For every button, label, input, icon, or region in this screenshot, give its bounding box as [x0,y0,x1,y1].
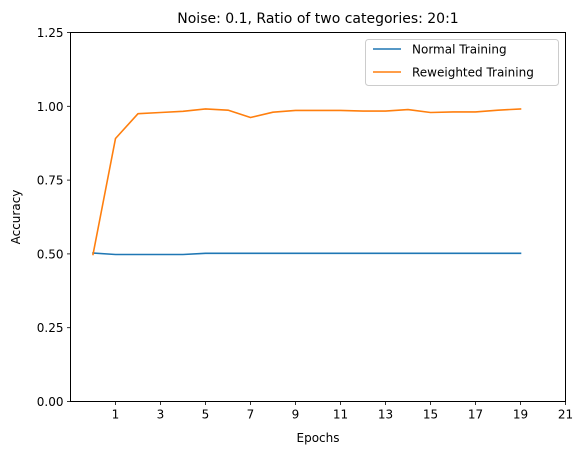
x-tick-label: 5 [202,408,210,422]
x-axis-label: Epochs [297,431,340,445]
x-tick-label: 7 [247,408,255,422]
x-tick-label: 21 [558,408,573,422]
ticks-layer: 1 3 5 7 9 11 13 15 17 19 210.000.250.500.751.001.2… [37,26,573,422]
legend: Normal Training Reweighted Training [365,39,559,86]
y-tick-label: 0.25 [37,321,64,335]
legend-label-reweighted-training: Reweighted Training [412,66,534,80]
x-tick-label: 19 [513,408,528,422]
x-tick-label: 9 [292,408,300,422]
series-layer [92,108,522,256]
series-line-normal-training [92,252,522,256]
x-tick-label: 3 [157,408,165,422]
y-tick-label: 0.75 [37,174,64,188]
y-axis-label: Accuracy [9,190,23,245]
y-tick-label: 1.25 [37,26,64,40]
plot-frame [70,32,566,402]
x-tick-label: 13 [378,408,393,422]
y-tick-label: 0.50 [37,247,64,261]
y-tick-label: 0.00 [37,395,64,409]
x-tick-label: 15 [423,408,438,422]
x-tick-label: 11 [333,408,348,422]
x-tick-label: 1 [112,408,120,422]
series-line-reweighted-training [92,108,522,256]
legend-label-normal-training: Normal Training [412,43,507,57]
x-tick-label: 17 [468,408,483,422]
legend-box [365,39,559,86]
chart-title: Noise: 0.1, Ratio of two categories: 20:… [177,11,458,27]
y-tick-label: 1.00 [37,100,64,114]
